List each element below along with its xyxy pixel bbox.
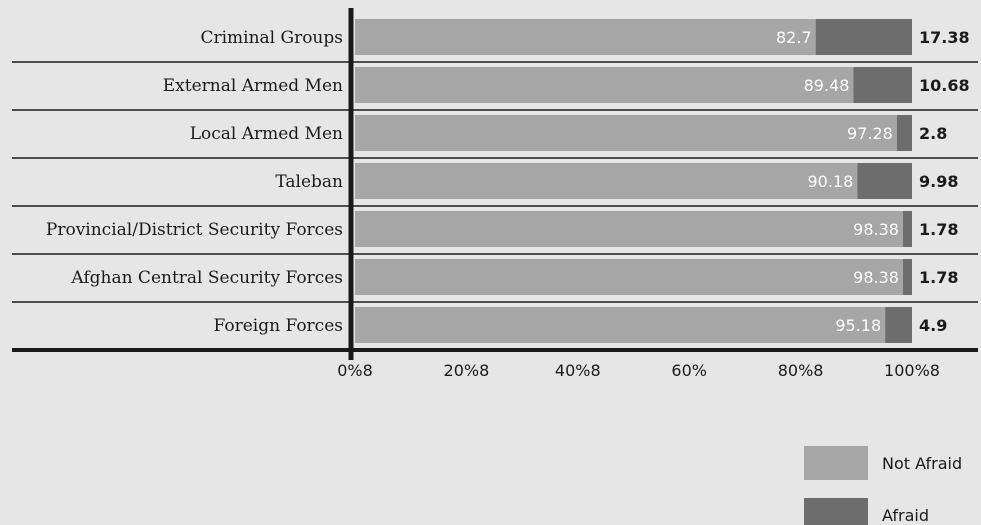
x-tick-label: 40%8 [555, 361, 601, 380]
data-label-not-afraid: 97.28 [847, 124, 893, 143]
category-label: Foreign Forces [214, 316, 344, 336]
legend-swatch [804, 498, 868, 525]
x-tick-label: 20%8 [444, 361, 490, 380]
x-tick-label: 80%8 [778, 361, 824, 380]
bar-not-afraid [355, 307, 886, 343]
bar-afraid [815, 19, 912, 55]
data-label-not-afraid: 95.18 [835, 316, 881, 335]
legend: Not Afraid Afraid [804, 446, 962, 525]
data-label-afraid: 4.9 [919, 316, 947, 335]
bar-not-afraid [355, 115, 897, 151]
legend-label: Afraid [882, 506, 929, 525]
category-label: Taleban [275, 172, 343, 192]
bar-afraid [902, 259, 912, 295]
bars-group [355, 19, 912, 343]
bar-not-afraid [355, 67, 854, 103]
category-label: Afghan Central Security Forces [70, 268, 343, 288]
row-separators [12, 61, 978, 303]
data-label-afraid: 1.78 [919, 268, 958, 287]
data-label-afraid: 1.78 [919, 220, 958, 239]
category-label: External Armed Men [163, 76, 343, 96]
bar-not-afraid [355, 211, 903, 247]
data-labels: 82.7 17.38 89.48 10.68 97.28 2.8 90.18 9.98 98.3… [776, 28, 970, 335]
data-label-afraid: 9.98 [919, 172, 958, 191]
data-label-not-afraid: 90.18 [807, 172, 853, 191]
x-tick-label: 100%8 [884, 361, 940, 380]
legend-swatch [804, 446, 868, 480]
data-label-not-afraid: 89.48 [804, 76, 850, 95]
x-tick-label: 60% [671, 361, 707, 380]
x-axis-ticks: 0%8 20%8 40%8 60% 80%8 100%8 [337, 361, 940, 380]
category-label: Criminal Groups [200, 28, 343, 48]
legend-label: Not Afraid [882, 454, 962, 473]
data-label-afraid: 17.38 [919, 28, 970, 47]
bar-afraid [885, 307, 912, 343]
category-labels: Criminal Groups External Armed Men Local A… [46, 28, 343, 336]
bar-afraid [902, 211, 912, 247]
x-tick-label: 0%8 [337, 361, 373, 380]
data-label-afraid: 10.68 [919, 76, 970, 95]
data-label-afraid: 2.8 [919, 124, 947, 143]
axes [12, 8, 978, 360]
data-label-not-afraid: 98.38 [853, 268, 899, 287]
data-label-not-afraid: 98.38 [853, 220, 899, 239]
bar-afraid [857, 163, 912, 199]
category-label: Provincial/District Security Forces [46, 220, 343, 240]
bar-not-afraid [355, 19, 816, 55]
category-label: Local Armed Men [190, 124, 343, 144]
bar-afraid [896, 115, 912, 151]
bar-afraid [853, 67, 912, 103]
bar-not-afraid [355, 259, 903, 295]
data-label-not-afraid: 82.7 [776, 28, 812, 47]
bar-not-afraid [355, 163, 858, 199]
